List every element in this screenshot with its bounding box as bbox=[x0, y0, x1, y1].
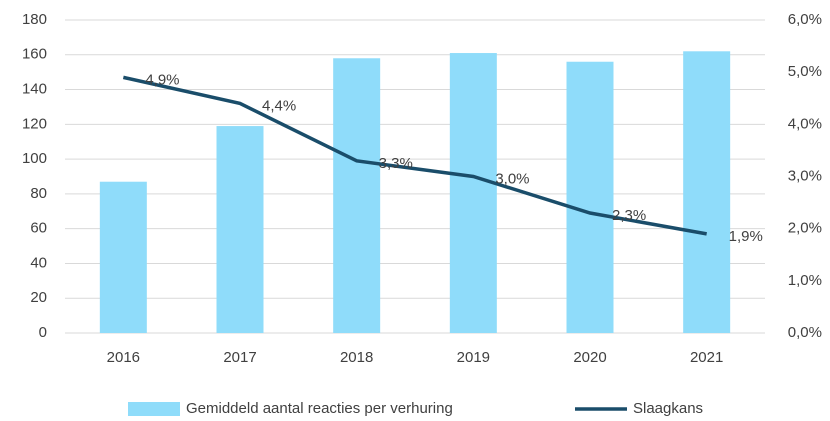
y2-tick-label: 5,0% bbox=[788, 63, 822, 80]
y2-tick-label: 2,0% bbox=[788, 220, 822, 237]
y2-tick-label: 4,0% bbox=[788, 115, 822, 132]
legend-label: Slaagkans bbox=[633, 400, 703, 417]
x-tick-label: 2021 bbox=[690, 349, 723, 366]
legend-swatch bbox=[128, 402, 180, 416]
data-label: 3,3% bbox=[379, 155, 413, 172]
y2-tick-label: 6,0% bbox=[788, 11, 822, 28]
bar bbox=[683, 51, 731, 334]
y-tick-label: 120 bbox=[22, 115, 47, 132]
data-label: 1,9% bbox=[729, 228, 763, 245]
x-tick-label: 2020 bbox=[573, 349, 606, 366]
y-tick-label: 160 bbox=[22, 46, 47, 63]
x-tick-label: 2017 bbox=[223, 349, 256, 366]
data-label: 4,4% bbox=[262, 97, 296, 114]
data-label: 4,9% bbox=[145, 71, 179, 88]
y2-tick-label: 1,0% bbox=[788, 272, 822, 289]
data-label: 2,3% bbox=[612, 207, 646, 224]
bar bbox=[566, 61, 614, 333]
y-tick-label: 0 bbox=[39, 324, 47, 341]
x-tick-label: 2019 bbox=[457, 349, 490, 366]
y-tick-label: 40 bbox=[30, 254, 47, 271]
y-tick-label: 80 bbox=[30, 185, 47, 202]
y-tick-label: 180 bbox=[22, 11, 47, 28]
bar bbox=[333, 58, 381, 333]
bar bbox=[99, 181, 147, 333]
y-tick-label: 20 bbox=[30, 289, 47, 306]
y-tick-label: 140 bbox=[22, 81, 47, 98]
y-tick-label: 100 bbox=[22, 150, 47, 167]
legend-label: Gemiddeld aantal reacties per verhuring bbox=[186, 400, 453, 417]
y2-tick-label: 3,0% bbox=[788, 167, 822, 184]
y2-tick-label: 0,0% bbox=[788, 324, 822, 341]
bar bbox=[449, 53, 497, 334]
x-tick-label: 2018 bbox=[340, 349, 373, 366]
x-tick-label: 2016 bbox=[107, 349, 140, 366]
data-label: 3,0% bbox=[495, 170, 529, 187]
line bbox=[122, 75, 707, 236]
bar bbox=[216, 126, 264, 333]
y-tick-label: 60 bbox=[30, 220, 47, 237]
